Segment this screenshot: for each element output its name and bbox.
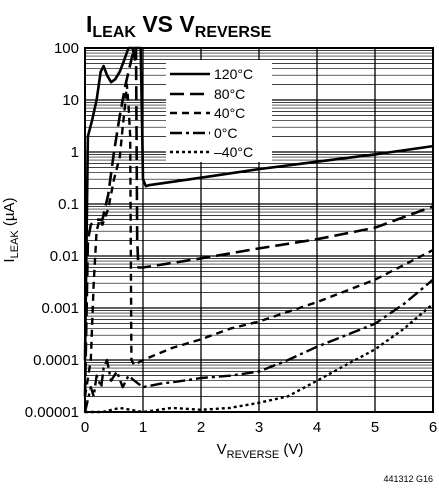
legend-label-minus40c: –40°C (214, 144, 253, 160)
y-tick-label: 0.01 (50, 248, 79, 265)
legend-label-0c: 0°C (214, 125, 238, 141)
y-tick-label: 100 (54, 40, 79, 57)
x-tick-label: 6 (429, 419, 437, 436)
plot-frame (84, 47, 434, 413)
series-line-0 (83, 46, 434, 361)
chart-title: ILEAK VS VREVERSE (86, 11, 272, 41)
x-axis-label: VREVERSE (V) (217, 441, 304, 461)
y-tick-label: 0.001 (41, 300, 79, 317)
series-line-1 (83, 46, 434, 397)
x-tick-label: 4 (313, 419, 321, 436)
y-tick-label: 10 (62, 92, 79, 109)
legend: 120°C 80°C 40°C 0°C –40°C (166, 60, 272, 162)
x-tick-label: 2 (197, 419, 205, 436)
legend-label-40c: 40°C (214, 105, 245, 121)
x-tick-label: 3 (255, 419, 263, 436)
x-tick-label: 1 (139, 419, 147, 436)
y-tick-label: 0.0001 (33, 352, 79, 369)
x-tick-label: 0 (81, 419, 89, 436)
y-tick-labels: 0.00001 0.0001 0.001 0.01 0.1 1 10 100 (25, 40, 79, 421)
legend-label-80c: 80°C (214, 86, 245, 102)
legend-label-120c: 120°C (214, 66, 253, 82)
series-layer (83, 46, 434, 414)
y-tick-label: 0.1 (58, 196, 79, 213)
legend-background (166, 60, 272, 162)
series-line-3 (83, 278, 434, 413)
figure-code: 441312 G16 (383, 474, 433, 484)
series-line-2 (83, 83, 434, 397)
x-tick-labels: 0 1 2 3 4 5 6 (81, 419, 437, 436)
y-tick-label: 0.00001 (25, 404, 79, 421)
x-tick-label: 5 (371, 419, 379, 436)
y-tick-label: 1 (71, 144, 79, 161)
y-axis-label: ILEAK (µA) (1, 197, 21, 262)
